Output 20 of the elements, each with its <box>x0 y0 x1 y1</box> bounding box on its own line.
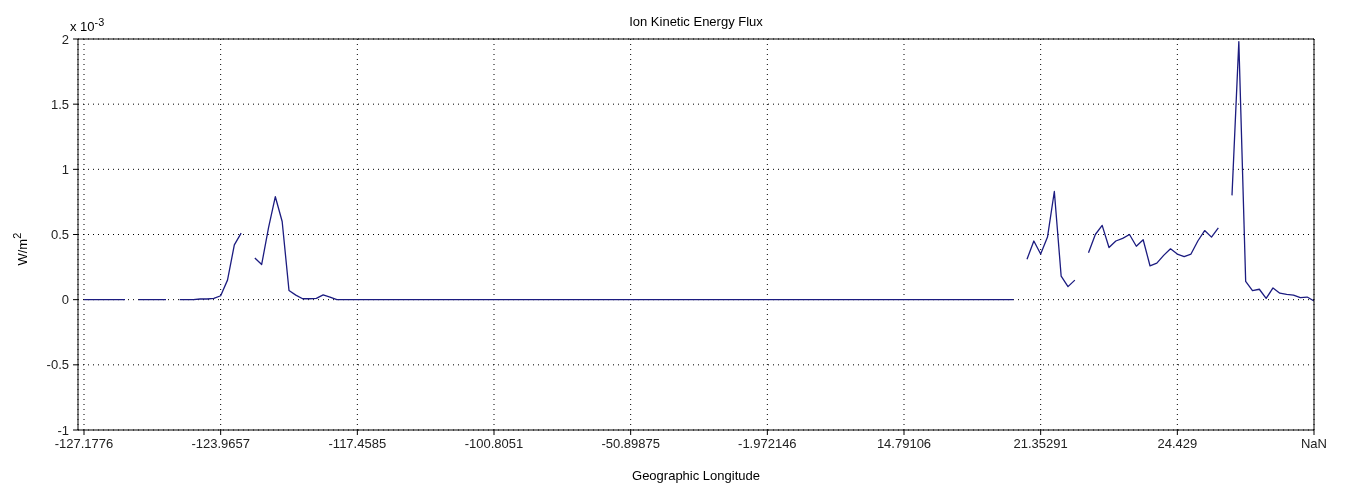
x-tick-label: -1.972146 <box>738 436 797 452</box>
x-axis-title: Geographic Longitude <box>631 468 761 483</box>
y-tick-label: -1 <box>57 422 69 438</box>
chart-title: Ion Kinetic Energy Flux <box>629 14 763 29</box>
text: x 10$^{-3}$ <box>70 16 105 35</box>
y-tick-label: 1.5 <box>50 96 69 112</box>
x-tick-label: -100.8051 <box>464 436 524 452</box>
y-tick-label: 1 <box>61 161 69 177</box>
y-tick-label: -0.5 <box>46 357 69 373</box>
x-tick-label: -123.9657 <box>191 436 250 452</box>
x-tick-label: 14.79106 <box>876 436 932 452</box>
x-tick-label: 24.429 <box>1157 436 1198 452</box>
y-tick-label: 0.5 <box>50 227 69 243</box>
y-tick-label: 2 <box>61 31 69 47</box>
x-tick-label: -117.4585 <box>328 436 387 452</box>
x-tick-label: 21.35291 <box>1013 436 1068 452</box>
x-tick-label: NaN <box>1300 436 1328 452</box>
x-tick-label: -50.89875 <box>601 436 660 452</box>
x-tick-label: -127.1776 <box>54 436 114 452</box>
y-tick-label: 0 <box>61 292 69 308</box>
